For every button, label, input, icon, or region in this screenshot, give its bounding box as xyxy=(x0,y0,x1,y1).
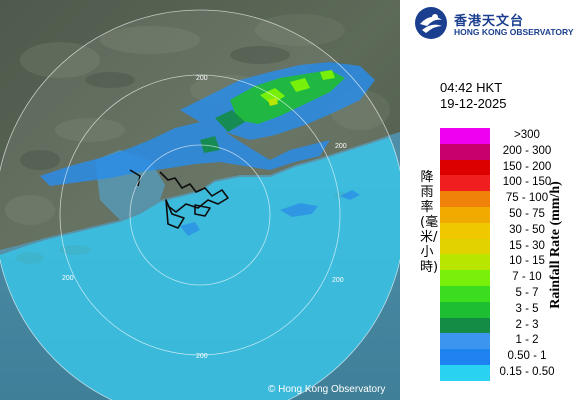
range-label: 200 xyxy=(196,353,208,360)
legend-row: 10 - 15 xyxy=(440,254,577,271)
range-label: 200 xyxy=(62,275,74,282)
legend-row: 7 - 10 xyxy=(440,270,577,286)
hko-name-cn: 香港天文台 xyxy=(454,14,525,29)
legend-swatch xyxy=(440,333,490,350)
legend-label: 10 - 15 xyxy=(509,255,545,268)
hong-kong-coastline xyxy=(129,169,229,229)
legend-swatch xyxy=(440,349,490,365)
rain-echo-moderate xyxy=(200,70,345,153)
legend-swatch xyxy=(440,128,490,144)
legend-swatch xyxy=(440,364,490,381)
legend-label: 30 - 50 xyxy=(509,223,545,236)
legend-label: 5 - 7 xyxy=(515,286,539,299)
legend-row: 5 - 7 xyxy=(440,285,577,302)
legend-label: 150 - 200 xyxy=(502,160,552,173)
legend-row: 1 - 2 xyxy=(440,333,577,350)
legend-row: 3 - 5 xyxy=(440,301,577,318)
legend-label: 3 - 5 xyxy=(515,302,539,315)
legend-row: 50 - 75 xyxy=(440,206,577,223)
legend-row: 15 - 30 xyxy=(440,238,577,255)
hko-logo: 香港天文台 HONG KONG OBSERVATORY xyxy=(414,6,574,40)
legend-title-en-text: Rainfall Rate (mm/h) xyxy=(548,181,563,309)
legend-row: 0.50 - 1 xyxy=(440,349,577,365)
radar-date: 19-12-2025 xyxy=(440,96,507,111)
legend-row: 150 - 200 xyxy=(440,159,577,176)
legend-row: 100 - 150 xyxy=(440,175,577,192)
hko-logo-icon xyxy=(415,7,447,39)
legend-label: 100 - 150 xyxy=(502,176,552,189)
legend-swatch xyxy=(440,222,490,239)
legend-label: >300 xyxy=(514,129,540,141)
legend-label: 0.15 - 0.50 xyxy=(499,365,555,378)
legend-row: 200 - 300 xyxy=(440,143,577,160)
rain-echo-heavier xyxy=(260,70,335,106)
legend-swatch xyxy=(440,317,490,334)
legend-label: 200 - 300 xyxy=(502,144,552,157)
legend-row: 75 - 100 xyxy=(440,191,577,207)
range-label: 200 xyxy=(335,143,347,150)
legend-row: 2 - 3 xyxy=(440,317,577,334)
legend-label: 50 - 75 xyxy=(509,207,545,220)
hko-name-en: HONG KONG OBSERVATORY xyxy=(454,27,574,37)
legend-label: 75 - 100 xyxy=(505,192,549,205)
radar-time: 04:42 HKT xyxy=(440,80,503,95)
legend-label: 15 - 30 xyxy=(509,239,545,252)
legend-swatch xyxy=(440,206,490,223)
range-rings xyxy=(0,9,400,400)
legend-title-cn: 降雨率(毫米/小時) xyxy=(420,170,439,275)
legend-swatch xyxy=(440,285,490,302)
radar-map: 200 200 200 200 200 xyxy=(0,0,400,400)
legend-swatch xyxy=(440,143,490,160)
legend-row: 30 - 50 xyxy=(440,222,577,239)
legend-row: >300 xyxy=(440,128,577,144)
legend-label: 7 - 10 xyxy=(512,271,542,284)
range-label: 200 xyxy=(196,75,208,82)
legend-swatch xyxy=(440,301,490,318)
legend-swatch xyxy=(440,191,490,207)
copyright-text: © Hong Kong Observatory xyxy=(268,384,386,395)
legend-swatch xyxy=(440,270,490,286)
rain-echo-light xyxy=(0,134,400,400)
legend-label: 0.50 - 1 xyxy=(507,350,547,363)
legend-title-en: Rainfall Rate (mm/h) xyxy=(548,125,564,365)
legend-label: 2 - 3 xyxy=(515,318,539,331)
legend-row: 0.15 - 0.50 xyxy=(440,364,577,381)
legend-swatch xyxy=(440,175,490,192)
legend-swatch xyxy=(440,159,490,176)
legend-swatch xyxy=(440,238,490,255)
rainfall-legend: >300 200 - 300 150 - 200 100 - 150 75 - 100 5… xyxy=(440,128,577,381)
legend-label: 1 - 2 xyxy=(515,334,539,347)
info-panel: 香港天文台 HONG KONG OBSERVATORY 04:42 HKT 19… xyxy=(400,0,577,400)
legend-swatch xyxy=(440,254,490,271)
range-label: 200 xyxy=(332,277,344,284)
